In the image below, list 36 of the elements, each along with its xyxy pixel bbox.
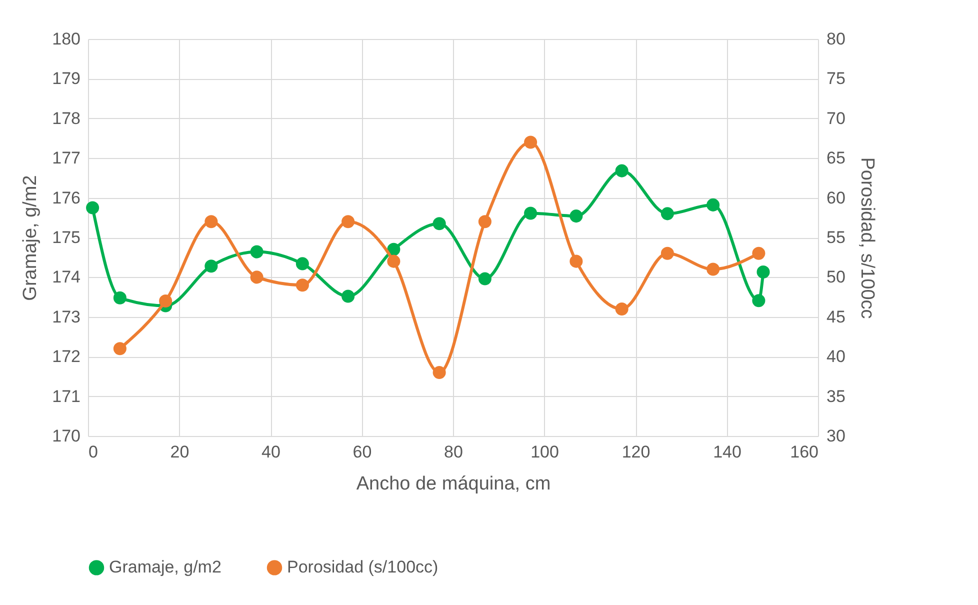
y-tick-label: 172 bbox=[52, 347, 80, 366]
y2-tick-label: 50 bbox=[826, 268, 846, 287]
y2-axis-title: Porosidad, s/100cc bbox=[856, 157, 878, 319]
x-tick-label: 20 bbox=[170, 442, 190, 462]
y-tick-label: 170 bbox=[52, 426, 80, 446]
y2-tick-label: 35 bbox=[826, 386, 846, 406]
y-tick-label: 171 bbox=[52, 386, 80, 406]
y2-tick-label: 75 bbox=[826, 69, 846, 88]
x-tick-label: 100 bbox=[530, 442, 559, 462]
x-tick-label: 40 bbox=[262, 442, 280, 462]
x-tick-label: 160 bbox=[790, 442, 818, 462]
y2-tick-label: 40 bbox=[826, 347, 846, 366]
x-tick-label: 0 bbox=[88, 442, 98, 462]
y-tick-label: 180 bbox=[52, 30, 80, 48]
y-tick-label: 175 bbox=[52, 228, 80, 247]
x-axis-title: Ancho de máquina, cm bbox=[356, 474, 551, 494]
y2-tick-label: 55 bbox=[826, 228, 846, 247]
y2-tick-label: 65 bbox=[826, 148, 846, 168]
y-tick-label: 176 bbox=[52, 188, 80, 208]
x-tick-label: 140 bbox=[713, 442, 742, 462]
y2-tick-label: 70 bbox=[826, 108, 846, 128]
y-axis-title: Gramaje, g/m2 bbox=[20, 175, 42, 301]
legend-label: Gramaje, g/m2 bbox=[109, 558, 222, 577]
y2-tick-label: 60 bbox=[826, 188, 846, 208]
y-tick-label: 177 bbox=[52, 148, 80, 168]
y-tick-label: 173 bbox=[52, 307, 80, 326]
y2-tick-label: 30 bbox=[826, 426, 846, 446]
y2-tick-label: 80 bbox=[826, 30, 846, 48]
x-tick-label: 120 bbox=[622, 442, 650, 462]
legend-label: Porosidad (s/100cc) bbox=[287, 558, 438, 577]
x-tick-label: 80 bbox=[444, 442, 463, 462]
y-tick-label: 179 bbox=[52, 69, 80, 88]
y2-tick-label: 45 bbox=[826, 307, 846, 326]
y-tick-label: 178 bbox=[52, 108, 80, 128]
y-tick-label: 174 bbox=[52, 268, 80, 287]
x-tick-label: 60 bbox=[352, 442, 372, 462]
